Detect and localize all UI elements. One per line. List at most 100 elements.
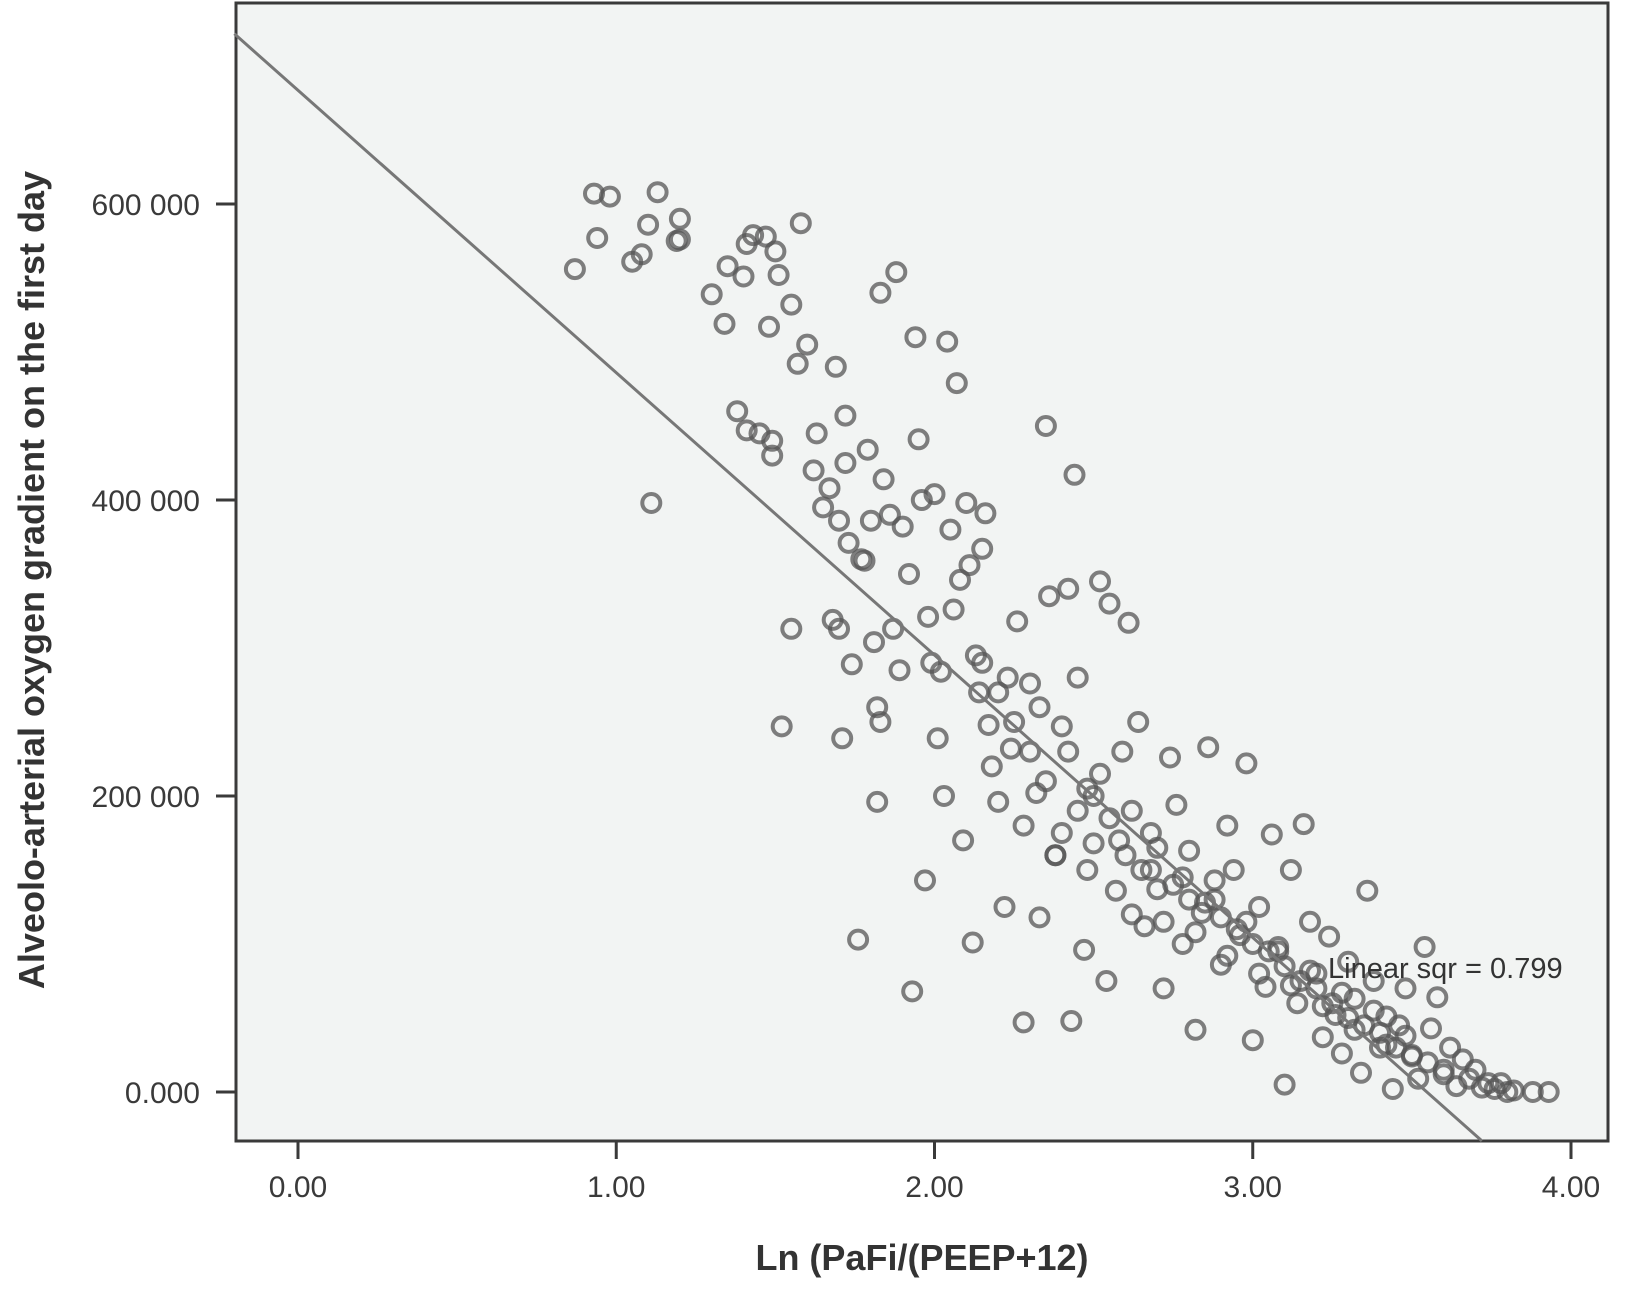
y-axis: 0.000 200 000 400 000 600 000 (92, 189, 236, 1110)
x-tick-label: 2.00 (905, 1171, 963, 1204)
data-point (586, 227, 609, 249)
data-point (1260, 823, 1283, 846)
data-point (1292, 813, 1315, 836)
data-point (1216, 814, 1239, 837)
data-point (1152, 977, 1175, 1000)
data-point (1050, 822, 1073, 844)
data-point (891, 515, 914, 538)
data-point (1003, 711, 1026, 733)
data-point (789, 212, 812, 235)
data-point (898, 563, 920, 585)
data-point (1369, 1021, 1391, 1044)
data-point (786, 352, 809, 375)
data-point (1432, 1063, 1455, 1086)
data-point (735, 419, 758, 442)
data-point (824, 355, 847, 378)
data-point (866, 696, 889, 719)
data-point (955, 492, 978, 514)
data-point (1330, 1042, 1353, 1065)
data-point (828, 617, 850, 640)
data-point (1248, 962, 1271, 985)
data-point (637, 213, 660, 236)
data-point (796, 333, 819, 356)
data-point (1197, 736, 1220, 759)
data-point (1133, 915, 1156, 938)
y-tick-label: 400 000 (92, 485, 200, 518)
data-point (1439, 1036, 1462, 1059)
data-point (847, 928, 870, 951)
y-tick-label: 600 000 (92, 189, 200, 222)
data-point (1050, 715, 1073, 738)
data-point (1111, 740, 1134, 763)
data-point (980, 755, 1003, 778)
data-point (1089, 762, 1111, 785)
data-point (1362, 970, 1385, 992)
data-point (1394, 977, 1417, 1000)
data-point (869, 281, 892, 304)
data-point (754, 225, 777, 248)
data-point (1279, 974, 1302, 997)
data-point (917, 605, 940, 628)
data-point (958, 554, 981, 577)
data-point (1057, 577, 1080, 600)
data-point (952, 829, 975, 852)
data-point (1235, 752, 1258, 775)
data-point (914, 869, 936, 892)
data-point (1343, 1018, 1366, 1041)
data-point (1152, 910, 1175, 933)
data-point (1407, 1067, 1430, 1090)
data-point (1066, 799, 1089, 822)
data-point (1130, 859, 1153, 881)
data-point (949, 568, 971, 591)
data-point (1120, 903, 1143, 926)
data-point (872, 468, 895, 491)
data-point (853, 549, 876, 572)
data-point (1028, 696, 1051, 719)
data-point (770, 715, 793, 738)
data-point (971, 537, 994, 560)
data-point (1337, 950, 1360, 973)
data-point (780, 617, 803, 640)
data-point (859, 509, 882, 532)
data-point (1060, 1010, 1083, 1032)
data-point (1012, 814, 1035, 837)
plot-area (234, 1, 1610, 1143)
data-point (993, 896, 1016, 918)
data-point (646, 181, 669, 204)
data-point (1165, 793, 1188, 816)
data-point (1248, 896, 1271, 918)
data-point (732, 265, 755, 288)
x-axis-title: Ln (PaFi/(PEEP+12) (755, 1237, 1088, 1278)
data-point (1416, 1051, 1439, 1074)
data-point (878, 503, 901, 526)
data-point (1159, 746, 1181, 769)
data-point (961, 931, 984, 954)
data-point (840, 653, 863, 676)
data-point (1139, 859, 1162, 881)
data-point (971, 651, 994, 674)
data-point (1066, 666, 1089, 689)
data-point (1190, 901, 1213, 924)
data-point (901, 980, 924, 1003)
data-point (1216, 944, 1239, 967)
data-point (1082, 832, 1105, 855)
data-point (1318, 925, 1341, 948)
data-point (996, 666, 1019, 689)
data-point (1120, 799, 1143, 822)
data-point (713, 312, 736, 335)
data-point (716, 255, 739, 278)
data-point (1034, 415, 1057, 437)
data-point (1279, 859, 1302, 881)
data-point (1034, 770, 1057, 793)
data-point (1203, 888, 1226, 911)
data-point (1311, 1026, 1334, 1049)
data-point (563, 258, 586, 281)
data-point (1095, 970, 1118, 992)
data-point (1267, 936, 1290, 958)
data-point (856, 438, 879, 461)
data-point (936, 330, 959, 353)
data-point (888, 659, 911, 682)
data-point (1420, 1017, 1442, 1040)
data-point (1451, 1048, 1474, 1071)
